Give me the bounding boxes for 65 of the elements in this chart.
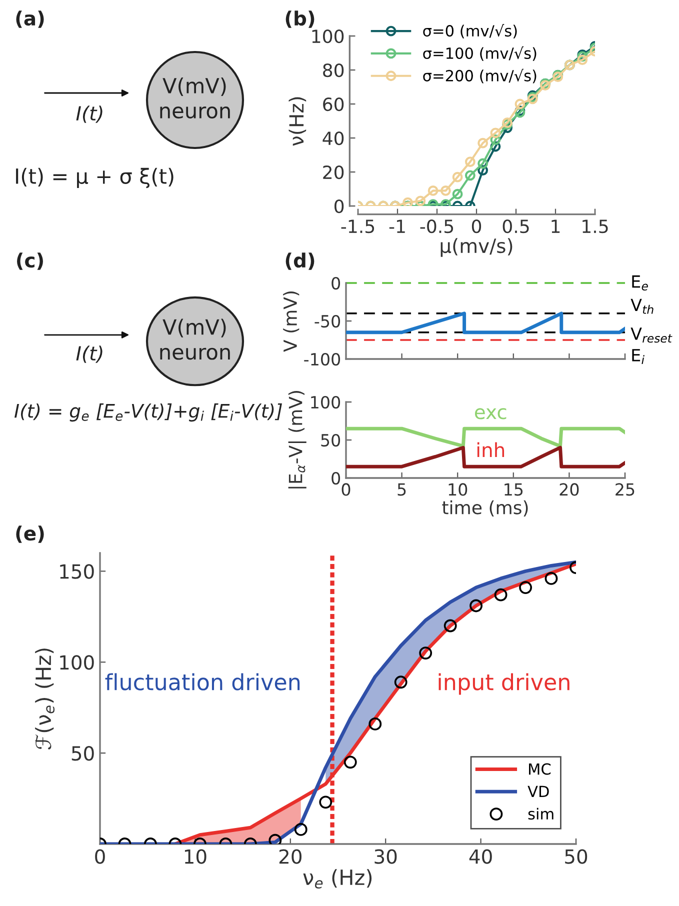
y-tick-label: 150 xyxy=(60,564,94,579)
x-tick-label: 10 xyxy=(448,483,468,496)
x-tick-label: 0 xyxy=(95,849,105,864)
x-tick-label: 0.5 xyxy=(502,220,529,234)
y-tick-label: 60 xyxy=(323,97,344,112)
text: V(mV) neuron xyxy=(160,77,230,118)
ref-line-label: V$_{th}$ xyxy=(630,298,654,314)
y-tick-label: 50 xyxy=(321,434,340,447)
x-axis-title: time (ms) xyxy=(442,500,528,516)
legend-label: σ=100 (mv/√s) xyxy=(423,46,536,61)
ref-line-label: V$_{reset}$ xyxy=(630,328,672,343)
y-tick-label: 50 xyxy=(72,746,94,761)
y-tick-label: 20 xyxy=(323,165,344,180)
y-tick-label: 100 xyxy=(311,396,340,409)
y-tick-label: 0 xyxy=(334,199,344,214)
x-tick-label: -1 xyxy=(389,220,405,233)
y-axis-title: |E$_{α}$-V| (mV) xyxy=(288,390,306,488)
chart-title: (e) xyxy=(16,526,44,543)
x-tick-label: 20 xyxy=(279,849,302,864)
legend-label: MC xyxy=(529,763,551,775)
chart-title: (d) xyxy=(286,252,314,270)
x-tick-label: 0 xyxy=(472,220,482,234)
legend-label: VD xyxy=(528,786,549,798)
text: I(t) xyxy=(76,346,102,363)
text: I(t) = μ + σ ξ(t) xyxy=(16,168,174,188)
y-tick-label: 0 xyxy=(332,276,340,290)
y-tick-label: 40 xyxy=(322,131,344,146)
x-tick-label: 1 xyxy=(552,220,560,233)
legend-label: σ=0 (mv/√s) xyxy=(423,24,517,38)
text: (a) xyxy=(16,10,44,28)
text: (c) xyxy=(17,252,43,270)
y-tick-label: 100 xyxy=(312,29,344,44)
annotation: fluctuation driven xyxy=(105,673,300,690)
x-tick-label: 5 xyxy=(398,483,406,496)
y-tick-label: -50 xyxy=(314,314,340,328)
x-tick-label: 10 xyxy=(184,849,206,864)
legend-label: sim xyxy=(528,808,554,820)
y-tick-label: 100 xyxy=(60,655,94,670)
series-label: inh xyxy=(477,442,504,457)
text: V(mV) neuron xyxy=(160,318,230,360)
x-tick-label: 50 xyxy=(565,849,588,864)
x-tick-label: 25 xyxy=(616,483,634,496)
x-tick-label: -1.5 xyxy=(341,220,374,234)
text: I(t) = g$_{e}$ [E$_{e}$-V(t)]+g$_{i}$ [E$_{i}$-V(t)] xyxy=(14,403,282,422)
y-tick-label: 0 xyxy=(332,472,340,485)
series-label: exc xyxy=(474,408,506,420)
x-tick-label: 40 xyxy=(469,849,492,864)
x-tick-label: 15 xyxy=(504,483,523,496)
ref-line-label: E$_{i}$ xyxy=(632,349,644,364)
text: I(t) xyxy=(76,106,102,123)
x-tick-label: -0.5 xyxy=(420,220,454,234)
y-axis-title: ℱ(ν$_{e}$) (Hz) xyxy=(35,648,55,750)
x-axis-title: ν$_{e}$ (Hz) xyxy=(303,869,372,888)
ref-line-label: E$_{e}$ xyxy=(632,275,648,290)
y-tick-label: 80 xyxy=(323,63,344,78)
x-tick-label: 30 xyxy=(374,849,397,864)
y-tick-label: -100 xyxy=(304,352,340,366)
chart-title: (b) xyxy=(286,10,314,28)
y-axis-title: V (mV) xyxy=(283,291,300,352)
legend-label: σ=200 (mv/√s) xyxy=(423,68,536,84)
x-axis-title: μ(mv/s) xyxy=(440,238,512,257)
y-axis-title: ν(Hz) xyxy=(288,97,306,146)
annotation: input driven xyxy=(438,673,570,695)
x-tick-label: 1.5 xyxy=(582,220,608,234)
x-tick-label: 20 xyxy=(560,483,579,496)
